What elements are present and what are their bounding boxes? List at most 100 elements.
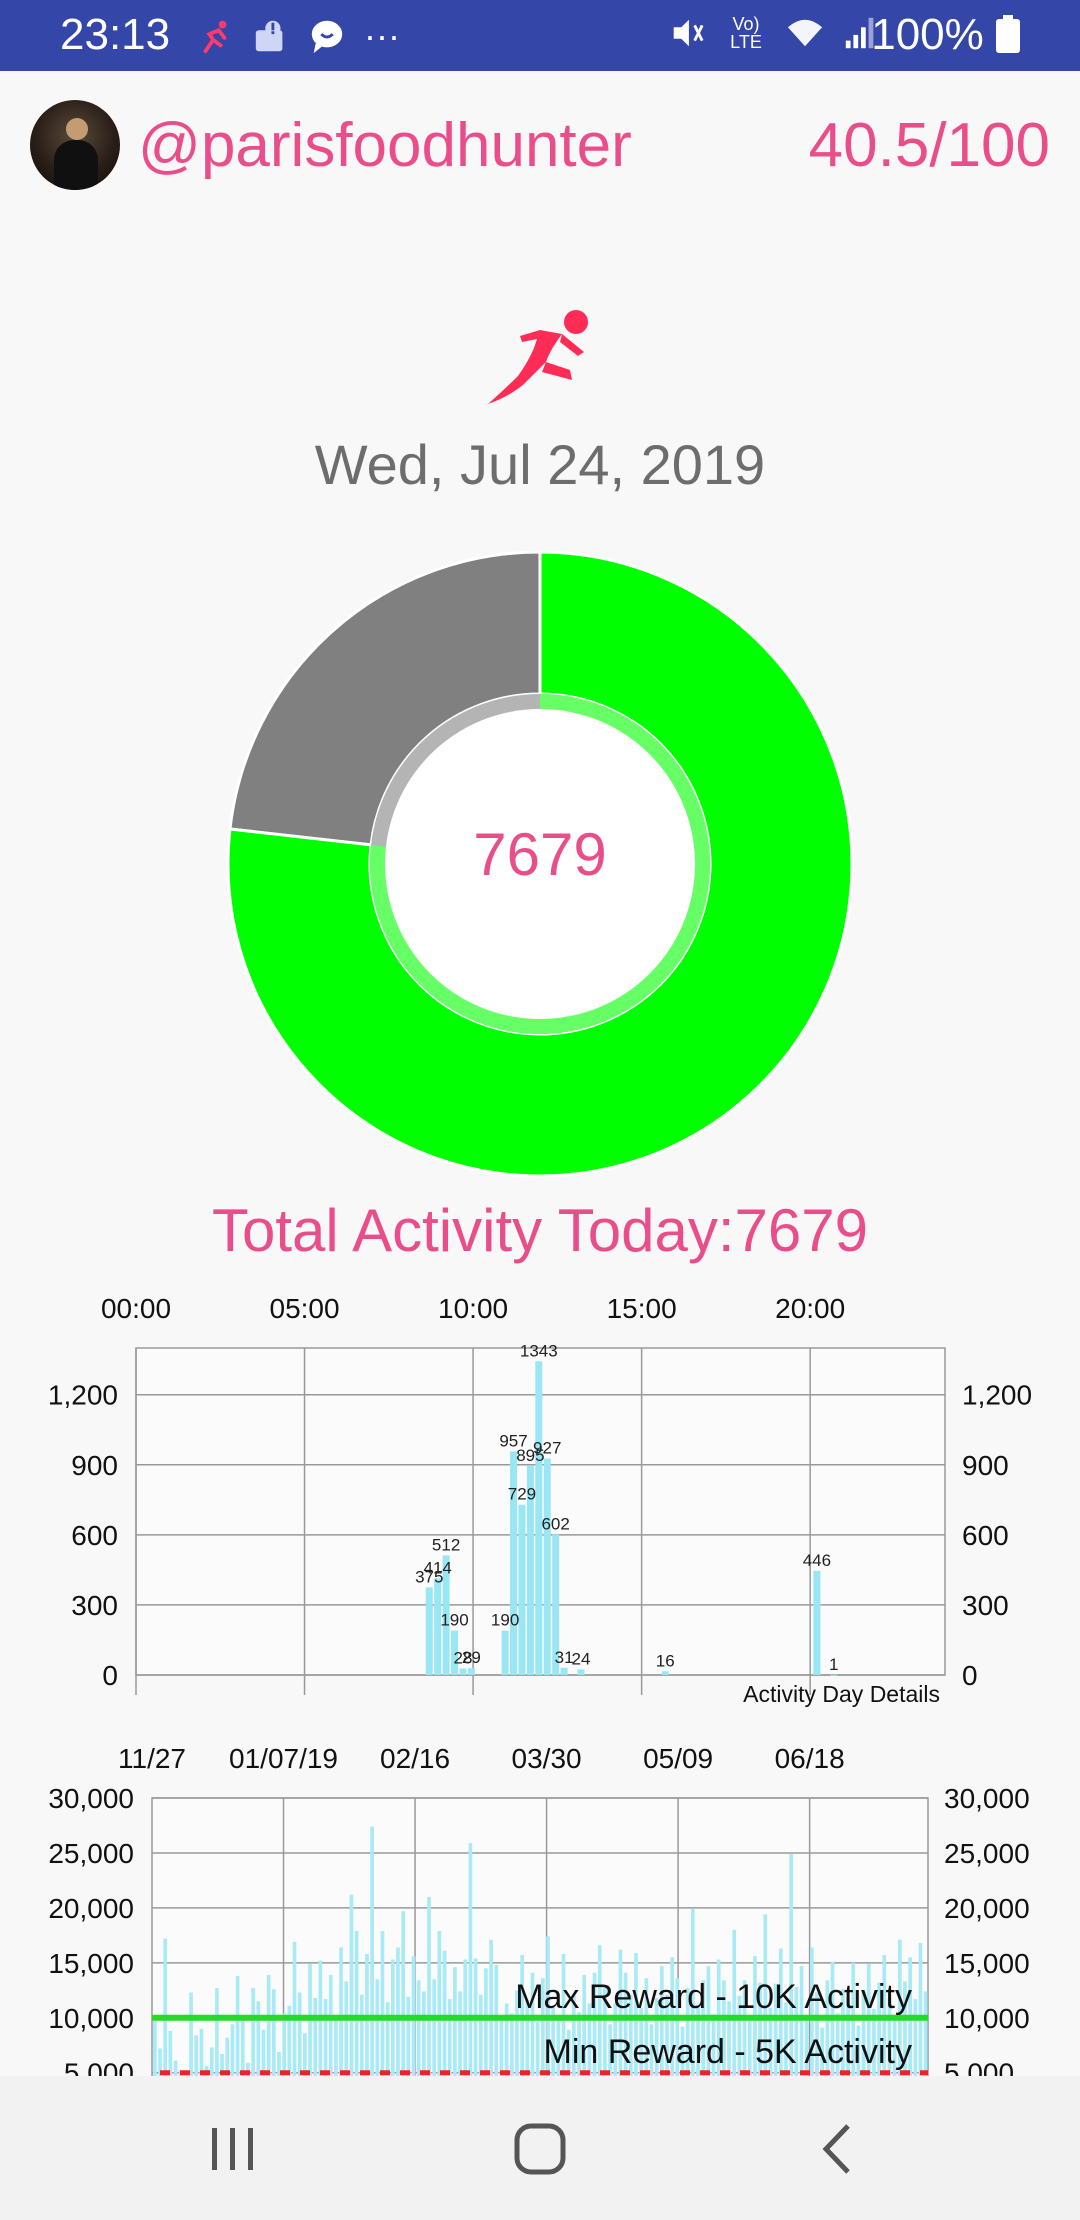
history-chart-bar: [799, 1966, 804, 2076]
wifi-icon: [787, 19, 823, 47]
day-chart-bar-label: 895: [516, 1446, 544, 1465]
history-chart-bar: [453, 1967, 457, 2076]
donut-center-value: 7679: [473, 821, 607, 888]
username: @parisfoodhunter: [138, 111, 632, 180]
history-chart-bar: [230, 2024, 235, 2076]
day-chart-footer: Activity Day Details: [743, 1681, 940, 1707]
system-icons: Vo) LTE: [668, 14, 880, 52]
history-chart-plot-area: [151, 1797, 929, 2076]
day-chart-bar: [526, 1465, 534, 1675]
history-chart-bar: [292, 1941, 297, 2076]
history-chart-bar: [458, 1991, 462, 2076]
history-chart-y-tick-label-right: 5,000: [944, 2058, 1014, 2076]
history-chart-bar: [313, 1997, 318, 2076]
chat-bubble-icon: [311, 20, 343, 54]
history-chart-bar: [825, 1980, 830, 2076]
history-chart-y-tick-label-left: 10,000: [48, 2003, 134, 2034]
day-chart-y-tick-label-right: 0: [962, 1660, 978, 1691]
history-chart-bar: [618, 1949, 623, 2076]
history-chart-bar: [246, 2062, 250, 2076]
day-chart-bar: [510, 1451, 518, 1675]
history-chart-bar: [711, 2014, 716, 2076]
home-icon[interactable]: [505, 2114, 575, 2184]
donut-center: [385, 709, 695, 1019]
history-chart-bar: [892, 2018, 897, 2076]
history-chart-bar: [380, 1930, 385, 2076]
max-reward-label: Max Reward - 10K Activity: [515, 1978, 912, 2016]
battery-level: 100%: [871, 10, 1020, 60]
history-chart-bar: [344, 1981, 349, 2076]
day-chart-bar: [501, 1630, 509, 1675]
history-chart-x-tick-label: 01/07/19: [229, 1743, 338, 1774]
history-chart-bar: [416, 1980, 421, 2076]
runner-notification-icon: [203, 20, 227, 54]
history-chart-bar: [794, 1986, 799, 2076]
history-chart-bar: [675, 1978, 680, 2076]
history-chart-bar: [163, 1938, 168, 2076]
day-chart-bar: [518, 1504, 526, 1675]
history-chart-bar: [158, 2048, 162, 2076]
history-chart-bar: [923, 1991, 928, 2076]
history-chart-bar: [199, 2028, 204, 2076]
day-chart-bar-label: 190: [491, 1611, 519, 1630]
day-chart-y-tick-label-left: 0: [102, 1660, 118, 1691]
day-chart-y-tick-label-left: 300: [71, 1590, 118, 1621]
day-chart-bar: [425, 1587, 433, 1675]
day-chart-bar: [434, 1578, 442, 1675]
day-chart-x-tick-label: 20:00: [775, 1293, 845, 1324]
mute-icon: [673, 19, 704, 47]
history-chart-bar: [173, 2060, 178, 2076]
history-chart-y-tick-label-right: 20,000: [944, 1893, 1030, 1924]
day-chart-bar-label: 512: [432, 1535, 460, 1554]
history-chart-bar: [654, 1997, 659, 2076]
status-bar: 23:13 ··· Vo) LTE: [0, 0, 1080, 71]
history-chart-bar: [592, 1972, 597, 2076]
history-chart-bar: [339, 1947, 343, 2076]
history-chart-y-tick-label-left: 15,000: [48, 1948, 134, 1979]
history-chart-bar: [732, 1929, 737, 2076]
day-chart-bar-label: 927: [533, 1438, 561, 1457]
activity-history-chart: 11/27 01/07/19 02/16 03/30 05/09 06/18 5,000 5,…: [48, 1743, 1030, 2076]
day-chart-y-tick-label-left: 1,200: [48, 1380, 118, 1411]
day-chart-y-tick-label-right: 1,200: [962, 1380, 1032, 1411]
avatar[interactable]: [30, 100, 120, 190]
history-chart-y-tick-label-left: 5,000: [64, 2058, 134, 2076]
activity-donut-chart: [226, 550, 854, 1178]
lte-label: Vo) LTE: [730, 14, 762, 52]
day-chart-bar: [560, 1667, 568, 1675]
history-chart-bar: [747, 2016, 752, 2076]
day-chart-x-tick-label: 05:00: [270, 1293, 340, 1324]
history-chart-bar: [810, 1947, 814, 2076]
history-chart-bar: [427, 1896, 431, 2076]
history-chart-bar: [530, 1972, 535, 2076]
history-chart-bar: [215, 1988, 219, 2076]
day-chart-bar-label: 729: [508, 1485, 536, 1504]
history-chart-bar: [256, 2001, 261, 2076]
history-chart-bar: [597, 1945, 602, 2076]
history-chart-bar: [354, 1930, 359, 2076]
history-chart-bar: [572, 1994, 576, 2076]
history-chart-bar: [897, 1939, 902, 2076]
history-chart-bar: [375, 1979, 380, 2076]
recent-apps-icon[interactable]: [198, 2114, 268, 2184]
back-icon[interactable]: [804, 2114, 874, 2184]
history-chart-bar: [401, 1911, 405, 2076]
day-chart-bar: [451, 1630, 459, 1675]
history-chart-grid: [151, 1797, 929, 2076]
history-chart-bar: [287, 2005, 292, 2076]
history-chart-bar: [266, 1974, 271, 2076]
day-chart-bar-label: 31: [555, 1648, 574, 1667]
history-chart-bar: [220, 2054, 224, 2076]
history-chart-bar: [577, 2012, 581, 2076]
history-chart-x-tick-label: 11/27: [118, 1743, 186, 1774]
history-chart-bar: [623, 1972, 628, 2076]
day-chart-bar: [535, 1361, 543, 1675]
history-chart-y-tick-label-right: 30,000: [944, 1783, 1030, 1814]
day-chart-bar: [459, 1668, 467, 1675]
runner-icon: [488, 310, 588, 404]
history-chart-bar: [194, 2035, 199, 2076]
day-chart-bar-label: 28: [454, 1648, 473, 1667]
alert-app-icon: [255, 20, 283, 52]
day-chart-labels: 00:00 05:00 10:00 15:00 20:00 0 0 300 300 600 600 9…: [48, 1293, 1032, 1691]
day-chart-bar-label: 24: [571, 1649, 590, 1668]
